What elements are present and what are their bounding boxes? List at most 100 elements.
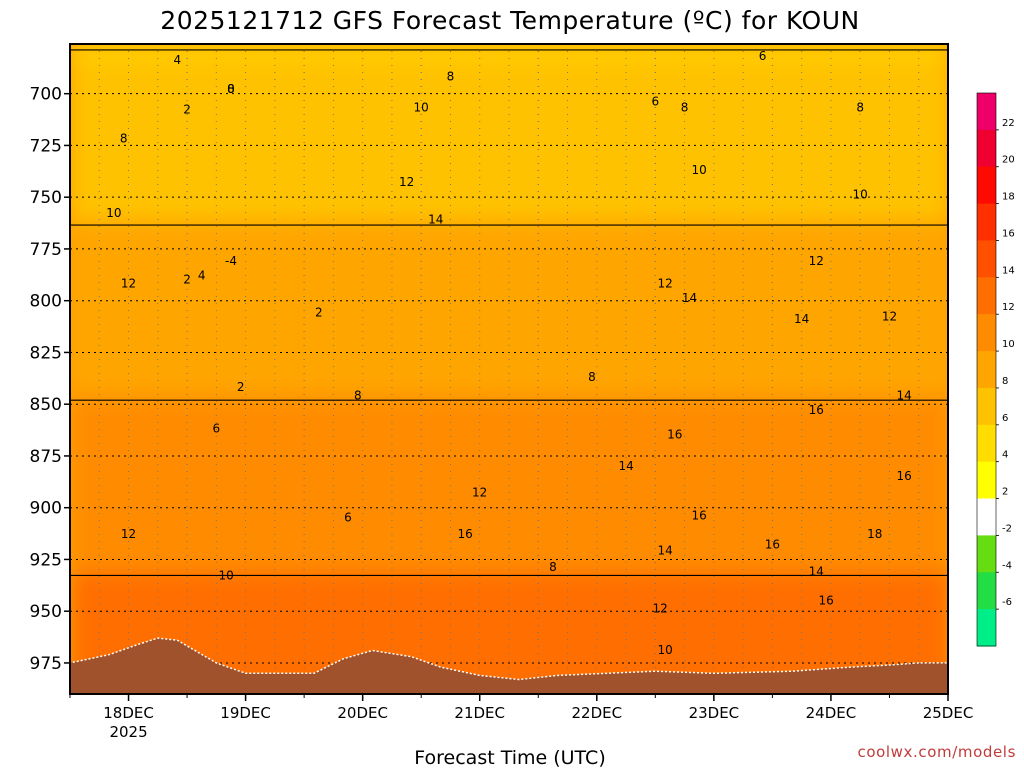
field-cell	[345, 55, 357, 67]
field-cell	[763, 440, 775, 452]
field-cell	[587, 484, 599, 496]
field-cell	[279, 495, 291, 507]
field-cell	[279, 638, 291, 650]
field-cell	[455, 275, 467, 287]
field-cell	[818, 495, 830, 507]
field-cell	[653, 121, 665, 133]
field-cell	[180, 231, 192, 243]
field-cell	[488, 264, 500, 276]
field-cell	[510, 385, 522, 397]
field-cell	[103, 110, 115, 122]
field-cell	[202, 341, 214, 353]
field-cell	[543, 407, 555, 419]
field-cell	[70, 506, 82, 518]
field-cell	[708, 77, 720, 89]
field-cell	[840, 253, 852, 265]
field-cell	[422, 165, 434, 177]
field-cell	[70, 330, 82, 342]
field-cell	[202, 275, 214, 287]
field-cell	[752, 88, 764, 100]
field-cell	[499, 418, 511, 430]
field-cell	[675, 550, 687, 562]
field-cell	[631, 286, 643, 298]
field-cell	[103, 220, 115, 232]
field-cell	[565, 616, 577, 628]
field-cell	[895, 572, 907, 584]
field-cell	[103, 297, 115, 309]
field-cell	[510, 99, 522, 111]
field-cell	[136, 550, 148, 562]
field-cell	[763, 594, 775, 606]
field-cell	[323, 77, 335, 89]
field-cell	[686, 638, 698, 650]
field-cell	[609, 429, 621, 441]
field-cell	[697, 264, 709, 276]
field-cell	[147, 396, 159, 408]
field-cell	[576, 242, 588, 254]
field-cell	[609, 539, 621, 551]
field-cell	[906, 121, 918, 133]
field-cell	[631, 330, 643, 342]
field-cell	[664, 374, 676, 386]
field-cell	[807, 55, 819, 67]
field-cell	[708, 209, 720, 221]
field-cell	[169, 550, 181, 562]
field-cell	[180, 407, 192, 419]
field-cell	[422, 264, 434, 276]
field-cell	[565, 121, 577, 133]
field-cell	[103, 99, 115, 111]
field-cell	[587, 506, 599, 518]
field-cell	[279, 440, 291, 452]
field-cell	[873, 330, 885, 342]
field-cell	[499, 297, 511, 309]
field-cell	[301, 242, 313, 254]
field-cell	[323, 627, 335, 639]
field-cell	[114, 143, 126, 155]
field-cell	[840, 484, 852, 496]
field-cell	[763, 66, 775, 78]
field-cell	[719, 198, 731, 210]
field-cell	[224, 539, 236, 551]
field-cell	[675, 451, 687, 463]
field-cell	[389, 451, 401, 463]
field-cell	[323, 539, 335, 551]
field-cell	[521, 341, 533, 353]
field-cell	[323, 154, 335, 166]
field-cell	[169, 275, 181, 287]
field-cell	[697, 132, 709, 144]
field-cell	[840, 165, 852, 177]
field-cell	[279, 605, 291, 617]
field-cell	[422, 341, 434, 353]
field-cell	[554, 231, 566, 243]
field-cell	[411, 66, 423, 78]
field-cell	[378, 176, 390, 188]
field-cell	[796, 462, 808, 474]
field-cell	[521, 495, 533, 507]
field-cell	[400, 121, 412, 133]
field-cell	[884, 297, 896, 309]
field-cell	[466, 561, 478, 573]
field-cell	[246, 440, 258, 452]
field-cell	[224, 473, 236, 485]
field-cell	[334, 407, 346, 419]
field-cell	[224, 638, 236, 650]
field-cell	[719, 330, 731, 342]
field-cell	[499, 66, 511, 78]
field-cell	[499, 605, 511, 617]
field-cell	[103, 385, 115, 397]
field-cell	[488, 407, 500, 419]
field-cell	[873, 187, 885, 199]
field-cell	[334, 418, 346, 430]
field-cell	[158, 220, 170, 232]
field-cell	[730, 495, 742, 507]
field-cell	[246, 616, 258, 628]
field-cell	[246, 528, 258, 540]
field-cell	[895, 66, 907, 78]
field-cell	[477, 286, 489, 298]
field-cell	[158, 561, 170, 573]
field-cell	[147, 275, 159, 287]
field-cell	[939, 253, 948, 265]
field-cell	[169, 627, 181, 639]
field-cell	[367, 264, 379, 276]
isotherm-label: 8	[681, 101, 689, 115]
